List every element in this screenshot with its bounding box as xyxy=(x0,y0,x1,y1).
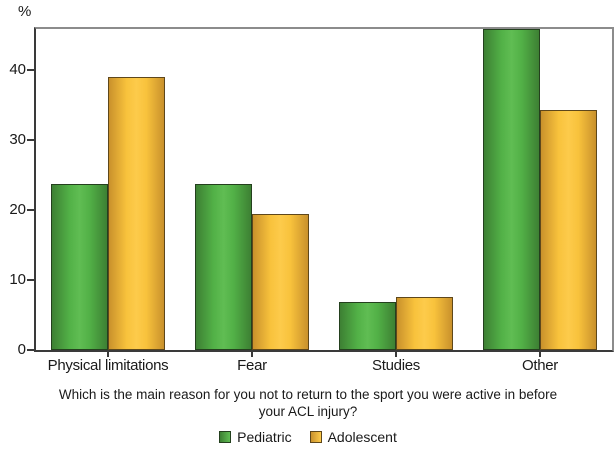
y-tick-mark xyxy=(27,208,34,211)
bar-adolescent-3 xyxy=(396,297,453,350)
x-axis-title-line-2: your ACL injury? xyxy=(258,404,358,419)
x-tick-mark xyxy=(251,352,253,357)
x-tick-mark xyxy=(107,352,109,357)
category-label-2: Fear xyxy=(237,357,267,374)
y-tick-label: 30 xyxy=(9,130,26,148)
bar-pediatric-2 xyxy=(195,184,252,350)
bar-pediatric-1 xyxy=(51,184,108,350)
y-tick-mark xyxy=(27,349,34,351)
bars-container xyxy=(36,29,612,350)
bar-adolescent-2 xyxy=(252,214,309,350)
legend-label-adolescent: Adolescent xyxy=(327,429,397,445)
y-tick-mark xyxy=(27,278,34,281)
y-tick-mark xyxy=(27,138,34,141)
x-tick-mark xyxy=(395,352,397,357)
category-label-1: Physical limitations xyxy=(47,357,169,374)
bar-adolescent-1 xyxy=(108,77,165,350)
legend-item-pediatric: Pediatric xyxy=(219,429,292,445)
category-label-3: Studies xyxy=(372,357,420,374)
legend: Pediatric Adolescent xyxy=(0,428,616,446)
y-tick-label: 0 xyxy=(17,341,26,358)
bar-pediatric-3 xyxy=(339,302,396,350)
x-tick-mark xyxy=(539,352,541,357)
x-axis-title-line-1: Which is the main reason for you not to … xyxy=(58,387,558,402)
y-tick-mark xyxy=(27,68,34,71)
plot-area xyxy=(34,27,614,352)
y-axis-unit-label: % xyxy=(18,3,32,20)
y-tick-label: 10 xyxy=(9,270,26,288)
legend-item-adolescent: Adolescent xyxy=(309,429,397,445)
legend-label-pediatric: Pediatric xyxy=(237,429,292,445)
y-tick-label: 40 xyxy=(9,60,26,78)
bar-pediatric-4 xyxy=(483,29,540,350)
x-axis-title: Which is the main reason for you not to … xyxy=(0,386,616,420)
legend-swatch-adolescent xyxy=(309,431,322,443)
category-label-4: Other xyxy=(521,357,558,374)
bar-adolescent-4 xyxy=(540,110,597,350)
legend-swatch-pediatric xyxy=(219,431,232,443)
y-tick-label: 20 xyxy=(9,200,26,218)
